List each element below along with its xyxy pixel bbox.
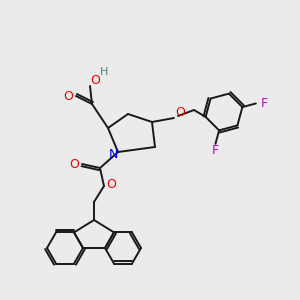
Text: F: F [260,97,267,110]
Text: O: O [106,178,116,190]
Text: O: O [63,89,73,103]
Text: O: O [69,158,79,170]
Text: O: O [90,74,100,86]
Text: O: O [175,106,185,119]
Text: N: N [108,148,118,161]
Text: H: H [100,67,108,77]
Text: F: F [212,144,219,158]
